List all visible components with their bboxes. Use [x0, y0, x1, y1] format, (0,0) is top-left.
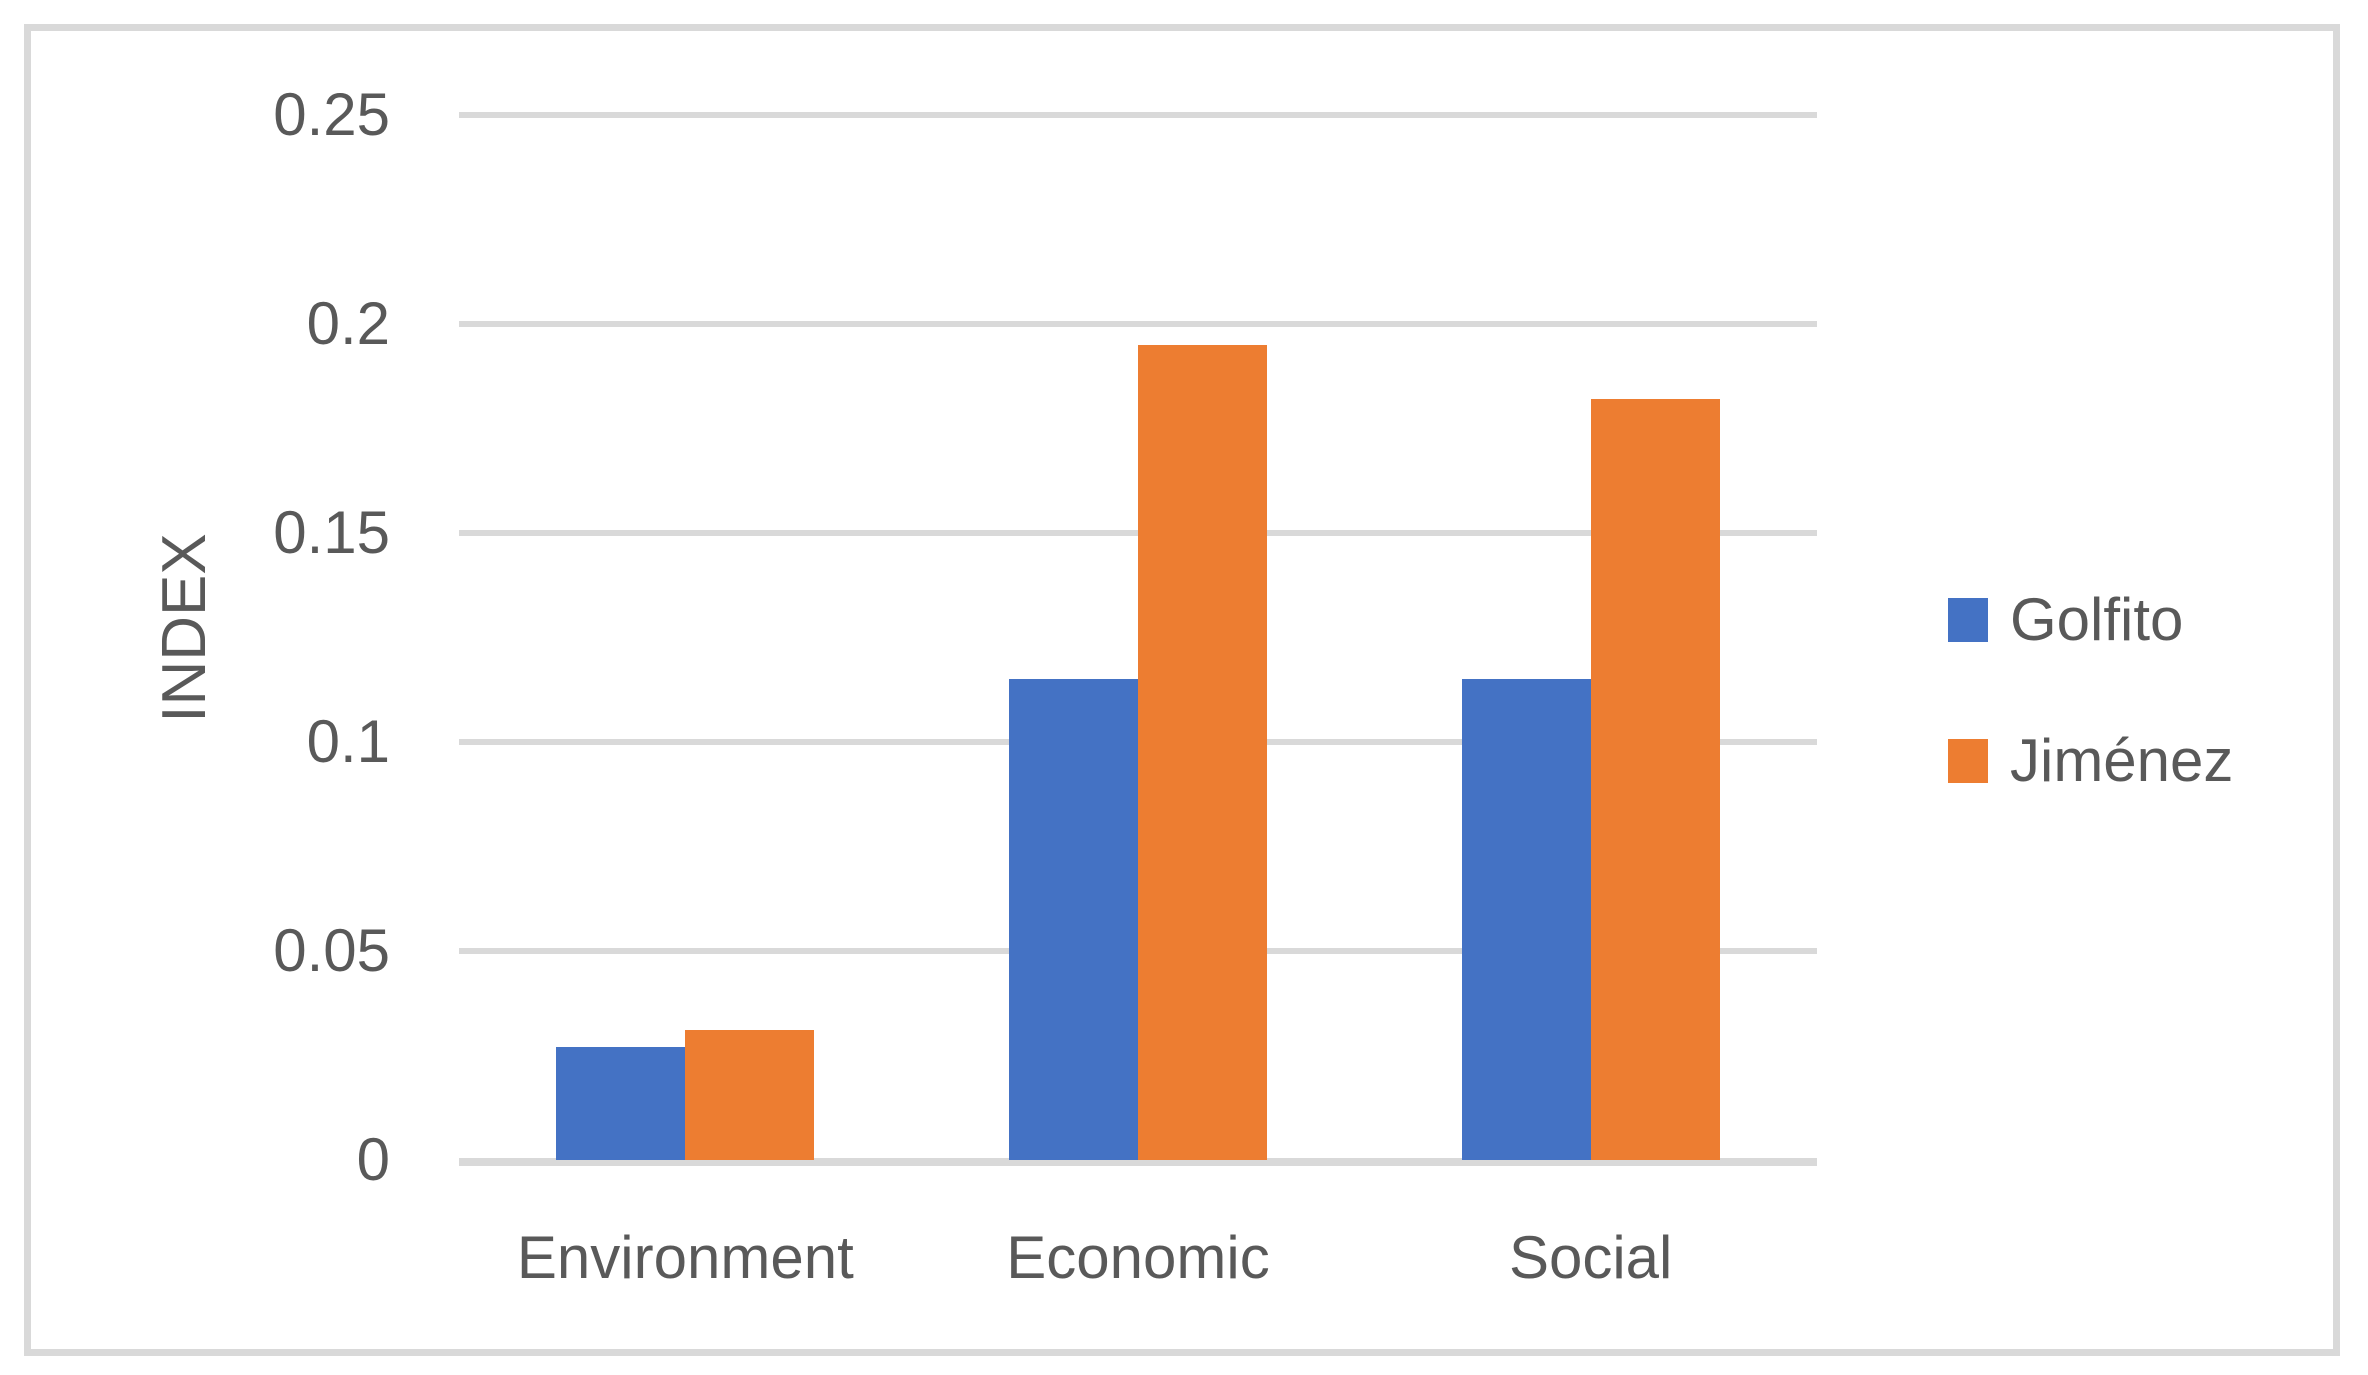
gridline: [459, 112, 1817, 118]
y-tick-label: 0.2: [306, 290, 390, 357]
y-tick-label: 0.25: [273, 81, 390, 148]
legend-item-golfito: Golfito: [1948, 588, 2183, 652]
legend-label: Jiménez: [2010, 727, 2234, 794]
legend-swatch-jimenez: [1948, 739, 1988, 783]
x-category-label: Social: [1508, 1224, 1673, 1291]
legend-item-jimenez: Jiménez: [1948, 729, 2233, 793]
y-tick-label: 0.05: [273, 917, 390, 984]
gridline: [459, 321, 1817, 327]
x-category-label: Economic: [1006, 1224, 1270, 1291]
x-axis-line: [459, 1158, 1817, 1166]
y-tick-label: 0: [356, 1126, 390, 1193]
figure-border: [24, 24, 2340, 1356]
bar-jimenez-economic: [1138, 344, 1267, 1160]
y-tick-label: 0.15: [273, 499, 390, 566]
bar-golfito-environment: [556, 1047, 686, 1160]
legend-swatch-golfito: [1948, 598, 1988, 642]
bar-golfito-economic: [1009, 679, 1138, 1160]
x-category-label: Environment: [516, 1224, 854, 1291]
bar-jimenez-social: [1590, 399, 1720, 1160]
y-tick-label: 0.1: [306, 708, 390, 775]
bar-golfito-social: [1461, 679, 1591, 1160]
legend-label: Golfito: [2010, 586, 2184, 653]
bar-jimenez-environment: [685, 1030, 815, 1160]
